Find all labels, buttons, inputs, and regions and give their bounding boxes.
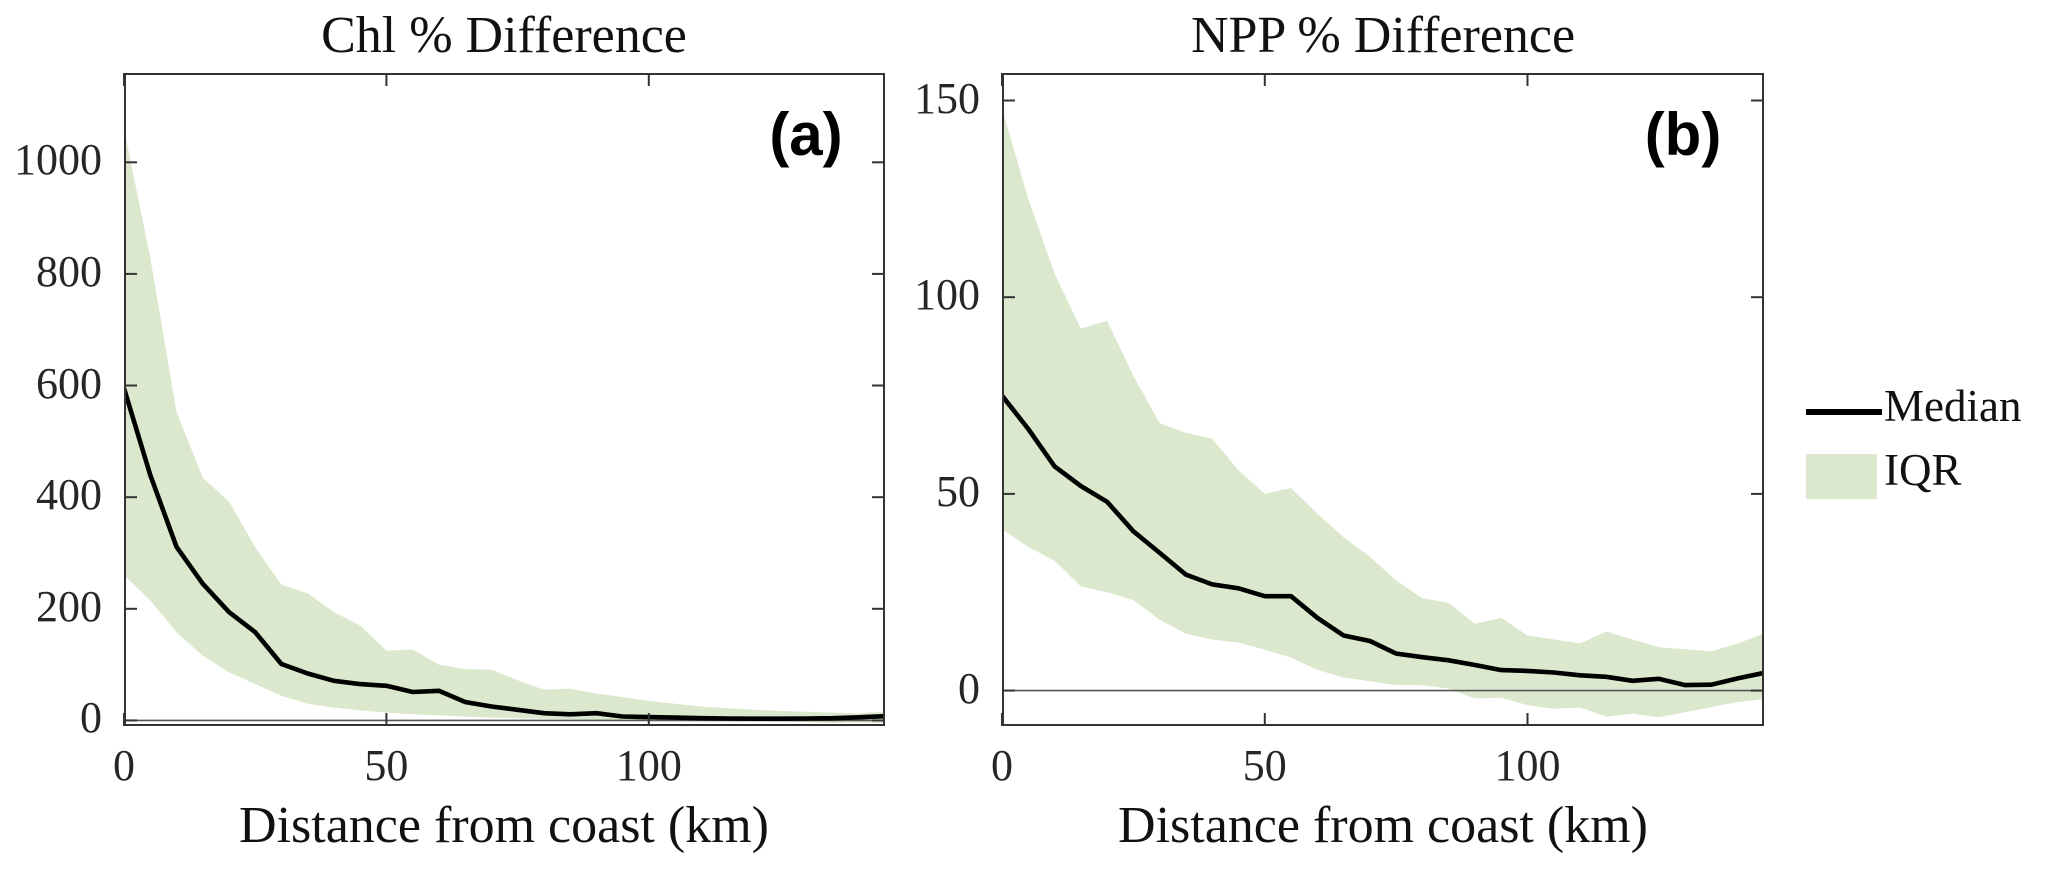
y-tick-label: 100 [914, 270, 980, 320]
median-line [1002, 394, 1764, 688]
panel-b-xaxis-label: Distance from coast (km) [1118, 797, 1648, 854]
x-tick-label: 50 [1242, 741, 1287, 790]
y-tick-label: 600 [36, 358, 102, 408]
median-line [124, 387, 885, 722]
panel-b-chart [1001, 73, 1764, 726]
legend-item-median: Median [1806, 380, 2048, 444]
y-tick-label: 0 [80, 693, 102, 743]
legend: Median IQR [1806, 380, 2048, 508]
y-tick-label: 800 [36, 246, 102, 296]
panel-b-letter: (b) [1644, 101, 1722, 168]
legend-item-iqr: IQR [1806, 444, 2048, 508]
iqr-band [124, 128, 885, 724]
x-tick-label: 100 [1494, 741, 1561, 790]
x-tick-label: 0 [113, 741, 135, 790]
x-tick-label: 50 [364, 741, 409, 790]
y-tick-label: 50 [936, 466, 980, 516]
y-tick-label: 0 [958, 663, 980, 713]
x-tick-label: 100 [615, 741, 682, 790]
x-tick-label: 0 [991, 741, 1013, 790]
y-tick-label: 150 [914, 73, 980, 123]
iqr-patch-swatch [1806, 454, 1877, 499]
axes-box [1002, 73, 1764, 726]
panel-a-xaxis-label: Distance from coast (km) [239, 797, 769, 854]
median-line-swatch [1806, 409, 1882, 415]
legend-label-median: Median [1884, 381, 2022, 431]
axes-box [124, 73, 885, 726]
panel-a-chart [123, 73, 885, 726]
panel-a-title: Chl % Difference [321, 7, 687, 64]
panel-a-letter: (a) [769, 101, 843, 168]
y-tick-label: 1000 [14, 135, 102, 185]
iqr-band [1002, 108, 1764, 718]
panel-b-title: NPP % Difference [1190, 7, 1576, 64]
y-tick-label: 200 [36, 581, 102, 631]
legend-label-iqr: IQR [1884, 445, 1962, 495]
y-tick-label: 400 [36, 470, 102, 520]
